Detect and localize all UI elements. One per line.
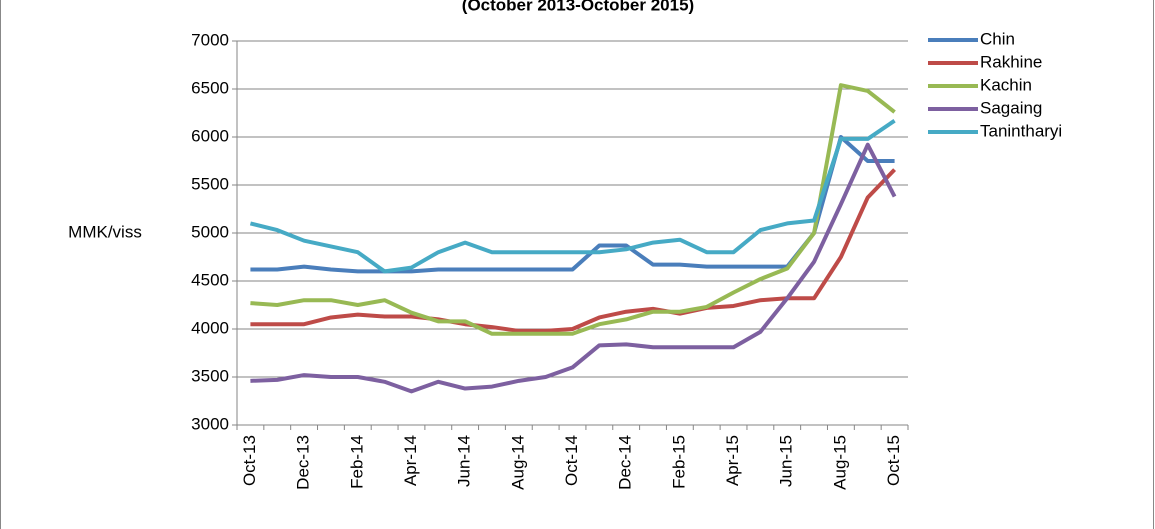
x-tick-label: Oct-15: [884, 435, 903, 486]
y-tick-label: 3500: [191, 366, 229, 385]
line-series: [250, 142, 897, 394]
legend-label: Tanintharyi: [980, 121, 1062, 140]
x-tick-label: Aug-15: [830, 435, 849, 490]
x-tick-label: Jun-14: [455, 435, 474, 487]
y-tick-label: 4000: [191, 318, 229, 337]
x-tick-label: Apr-15: [723, 435, 742, 486]
y-tick-label: 7000: [191, 30, 229, 49]
x-tick-label: Feb-14: [347, 435, 366, 489]
x-tick-label: Apr-14: [401, 435, 420, 486]
y-tick-label: 4500: [191, 270, 229, 289]
legend-label: Kachin: [980, 75, 1032, 94]
x-tick-label: Oct-13: [240, 435, 259, 486]
y-tick-label: 6500: [191, 78, 229, 97]
x-tick-label: Dec-14: [616, 435, 635, 490]
legend-label: Chin: [980, 29, 1015, 48]
y-tick-label: 6000: [191, 126, 229, 145]
legend-label: Sagaing: [980, 98, 1042, 117]
y-axis-label: MMK/viss: [68, 222, 142, 241]
x-tick-label: Feb-15: [669, 435, 688, 489]
chart-subtitle: (October 2013-October 2015): [462, 0, 694, 14]
y-tick-label: 3000: [191, 414, 229, 433]
y-tick-label: 5500: [191, 174, 229, 193]
legend-label: Rakhine: [980, 52, 1042, 71]
x-tick-label: Jun-15: [777, 435, 796, 487]
line-series: [250, 83, 896, 336]
x-tick-label: Oct-14: [562, 435, 581, 486]
x-tick-label: Aug-14: [508, 435, 527, 490]
line-series: [249, 119, 896, 274]
y-tick-label: 5000: [191, 222, 229, 241]
x-tick-label: Dec-13: [294, 435, 313, 490]
